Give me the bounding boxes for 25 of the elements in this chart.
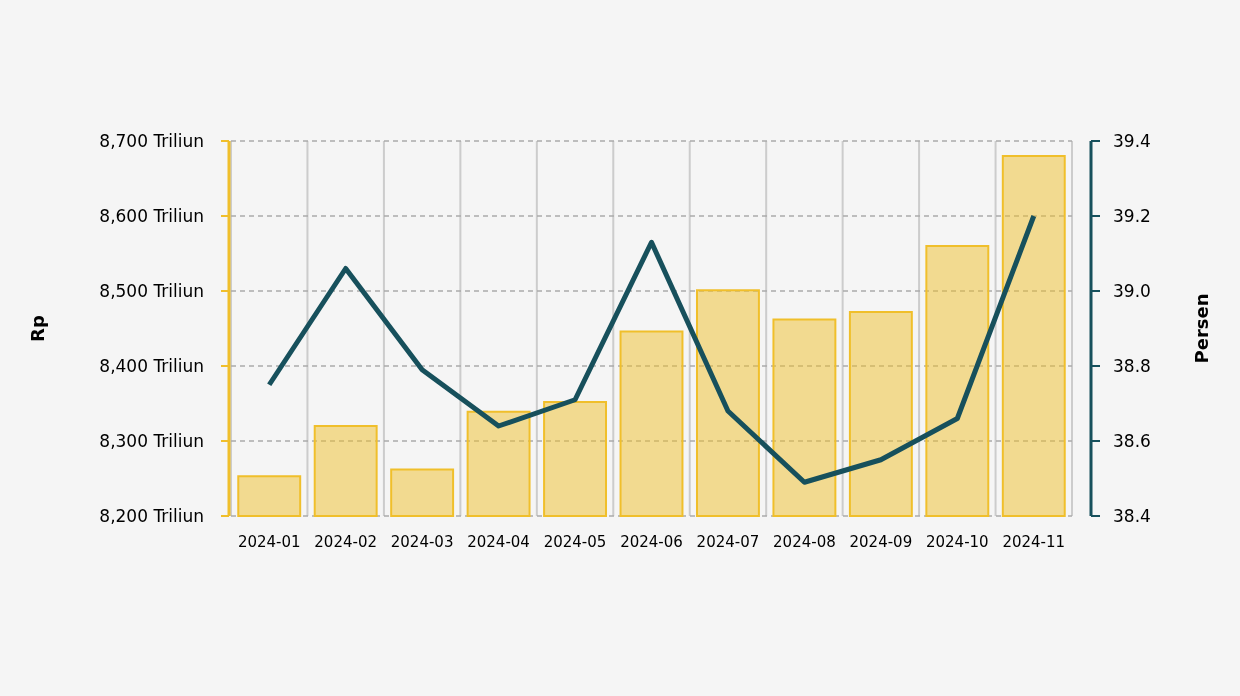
x-tick-label: 2024-02 bbox=[314, 533, 378, 551]
y2-tick-label: 39.0 bbox=[1113, 281, 1151, 301]
x-tick-label: 2024-03 bbox=[390, 533, 454, 551]
y2-tick-label: 39.2 bbox=[1113, 206, 1151, 226]
y2-tick-label: 38.8 bbox=[1113, 356, 1151, 376]
y2-axis-title: Persen bbox=[1190, 293, 1212, 364]
y2-tick-label: 38.4 bbox=[1113, 506, 1151, 526]
y-tick-label: 8,500 Triliun bbox=[99, 281, 204, 301]
x-tick-label: 2024-04 bbox=[467, 533, 530, 551]
x-tick-label: 2024-09 bbox=[849, 533, 913, 551]
x-tick-label: 2024-07 bbox=[696, 533, 760, 551]
x-tick-label: 2024-06 bbox=[620, 533, 683, 551]
y-tick-label: 8,700 Triliun bbox=[99, 131, 204, 151]
x-tick-label: 2024-08 bbox=[773, 533, 836, 551]
y-tick-label: 8,200 Triliun bbox=[99, 506, 204, 526]
x-tick-label: 2024-11 bbox=[1002, 533, 1066, 551]
y-axis-title: Rp bbox=[26, 315, 48, 342]
y-tick-label: 8,600 Triliun bbox=[99, 206, 204, 226]
y2-tick-label: 39.4 bbox=[1113, 131, 1151, 151]
y-tick-label: 8,400 Triliun bbox=[99, 356, 204, 376]
y2-tick-label: 38.6 bbox=[1113, 431, 1151, 451]
x-tick-label: 2024-05 bbox=[543, 533, 607, 551]
x-tick-label: 2024-01 bbox=[237, 533, 301, 551]
x-tick-label: 2024-10 bbox=[925, 533, 989, 551]
y-tick-label: 8,300 Triliun bbox=[99, 431, 204, 451]
